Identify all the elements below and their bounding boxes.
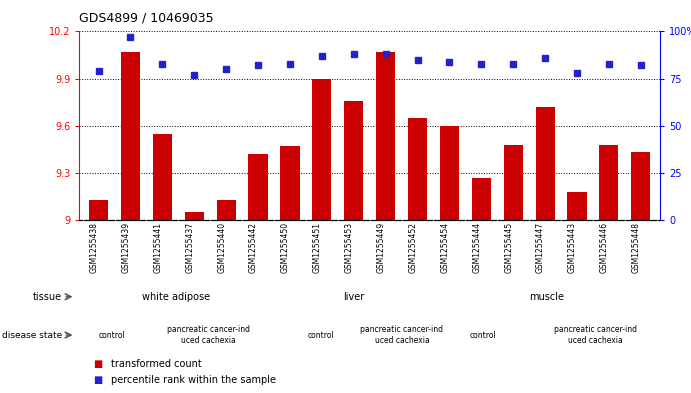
Text: GSM1255452: GSM1255452 — [408, 222, 417, 273]
Text: white adipose: white adipose — [142, 292, 210, 302]
Text: pancreatic cancer-ind
uced cachexia: pancreatic cancer-ind uced cachexia — [167, 325, 250, 345]
Text: GSM1255451: GSM1255451 — [313, 222, 322, 273]
Text: GSM1255443: GSM1255443 — [568, 222, 577, 273]
Bar — [536, 107, 555, 220]
Text: liver: liver — [343, 292, 364, 302]
Bar — [281, 146, 299, 220]
Bar — [184, 212, 204, 220]
Text: GSM1255444: GSM1255444 — [473, 222, 482, 273]
Bar — [504, 145, 523, 220]
Bar — [440, 126, 459, 220]
Text: percentile rank within the sample: percentile rank within the sample — [111, 375, 276, 386]
Text: GSM1255439: GSM1255439 — [122, 222, 131, 273]
Text: ■: ■ — [93, 358, 102, 369]
Text: muscle: muscle — [529, 292, 565, 302]
Text: GSM1255442: GSM1255442 — [249, 222, 258, 273]
Text: GSM1255453: GSM1255453 — [345, 222, 354, 273]
Text: GSM1255441: GSM1255441 — [153, 222, 162, 273]
Text: GSM1255446: GSM1255446 — [600, 222, 609, 273]
Text: GSM1255449: GSM1255449 — [377, 222, 386, 273]
Bar — [89, 200, 108, 220]
Text: pancreatic cancer-ind
uced cachexia: pancreatic cancer-ind uced cachexia — [554, 325, 637, 345]
Bar — [376, 52, 395, 220]
Bar — [121, 52, 140, 220]
Bar — [312, 79, 332, 220]
Text: control: control — [308, 331, 334, 340]
Bar — [216, 200, 236, 220]
Text: GSM1255445: GSM1255445 — [504, 222, 513, 273]
Bar — [153, 134, 172, 220]
Text: disease state: disease state — [2, 331, 62, 340]
Bar — [567, 192, 587, 220]
Text: ■: ■ — [93, 375, 102, 386]
Text: GSM1255437: GSM1255437 — [185, 222, 194, 273]
Bar — [344, 101, 363, 220]
Bar — [631, 152, 650, 220]
Bar — [472, 178, 491, 220]
Text: transformed count: transformed count — [111, 358, 201, 369]
Text: GSM1255447: GSM1255447 — [536, 222, 545, 273]
Text: GDS4899 / 10469035: GDS4899 / 10469035 — [79, 12, 214, 25]
Text: GSM1255448: GSM1255448 — [632, 222, 641, 273]
Text: tissue: tissue — [33, 292, 62, 302]
Bar — [408, 118, 427, 220]
Bar — [599, 145, 618, 220]
Text: control: control — [469, 331, 496, 340]
Text: GSM1255450: GSM1255450 — [281, 222, 290, 273]
Text: GSM1255438: GSM1255438 — [90, 222, 99, 273]
Text: pancreatic cancer-ind
uced cachexia: pancreatic cancer-ind uced cachexia — [361, 325, 444, 345]
Text: GSM1255454: GSM1255454 — [440, 222, 449, 273]
Bar — [249, 154, 267, 220]
Text: GSM1255440: GSM1255440 — [217, 222, 226, 273]
Text: control: control — [98, 331, 125, 340]
